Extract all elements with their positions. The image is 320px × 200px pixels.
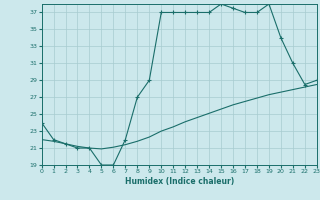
X-axis label: Humidex (Indice chaleur): Humidex (Indice chaleur) xyxy=(124,177,234,186)
